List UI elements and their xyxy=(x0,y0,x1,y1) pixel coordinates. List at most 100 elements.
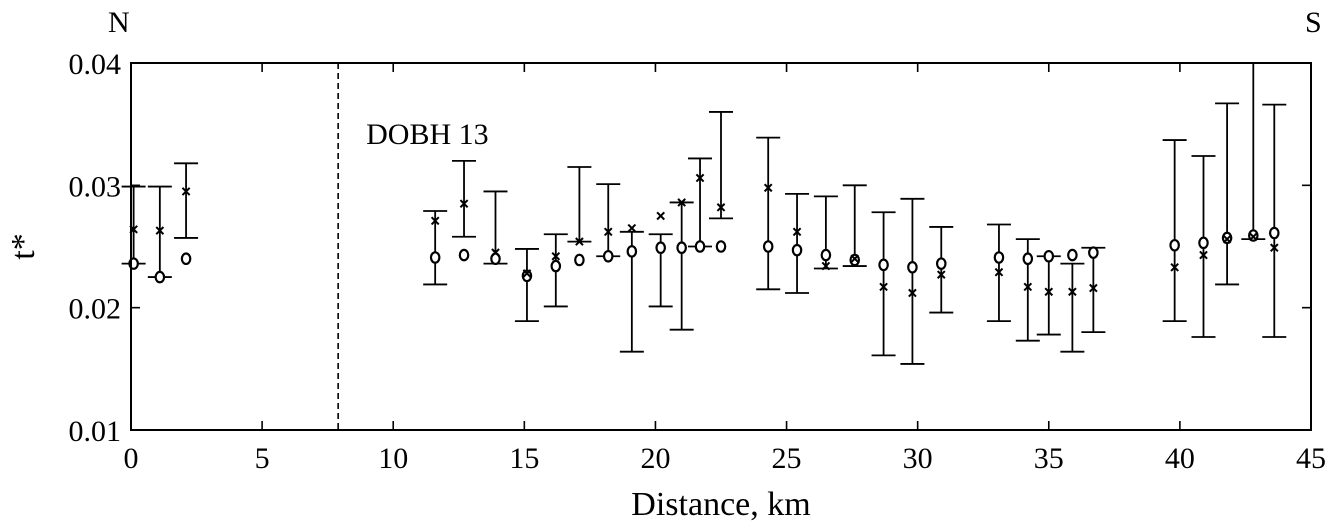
cross-stroke xyxy=(656,211,665,221)
circle-point xyxy=(676,241,687,255)
x-tick-label: 5 xyxy=(255,442,270,475)
cross-stroke xyxy=(908,288,917,298)
circle-point xyxy=(878,258,889,272)
circle-point xyxy=(1169,238,1180,252)
cross-point xyxy=(1068,287,1077,297)
dobh-annotation: DOBH 13 xyxy=(366,118,489,151)
cross-point xyxy=(677,198,686,207)
cross-point xyxy=(879,282,888,292)
cross-stroke xyxy=(551,251,561,261)
circle-point xyxy=(1022,252,1034,266)
cross-stroke xyxy=(677,198,686,207)
cross-point xyxy=(575,237,584,246)
x-tick-label: 20 xyxy=(640,442,670,475)
x-tick-label: 45 xyxy=(1296,442,1326,475)
cross-stroke xyxy=(792,227,802,237)
cross-stroke xyxy=(821,261,831,271)
cross-stroke xyxy=(994,267,1004,277)
circle-point xyxy=(521,269,533,283)
circle-point xyxy=(1268,226,1280,240)
cross-point xyxy=(1023,282,1033,292)
circle-point xyxy=(458,248,470,262)
cross-stroke xyxy=(603,227,613,237)
cross-stroke xyxy=(695,173,705,183)
cross-point xyxy=(792,227,802,237)
circle-point xyxy=(1198,236,1209,250)
cross-point xyxy=(1199,250,1208,260)
cross-point xyxy=(155,226,165,235)
axis-ticks: 0 5 10 15 20 25 30 35 40 45 0.01 0.02 0.03 0.04 xyxy=(69,48,1327,475)
cross-point xyxy=(1089,283,1098,293)
y-tick-label: 0.02 xyxy=(69,293,122,326)
circle-point xyxy=(935,257,947,270)
cross-stroke xyxy=(1044,287,1054,297)
cross-point xyxy=(936,270,946,279)
cross-stroke xyxy=(936,270,946,279)
cross-stroke xyxy=(1199,250,1208,260)
cross-point xyxy=(1222,234,1232,244)
cross-point xyxy=(459,199,469,208)
cross-stroke xyxy=(627,223,637,233)
cross-point xyxy=(551,251,561,261)
plot-frame xyxy=(130,62,1312,431)
x-tick-label: 25 xyxy=(772,442,802,475)
circle-point xyxy=(715,240,727,253)
cross-stroke xyxy=(522,269,532,278)
x-tick-label: 35 xyxy=(1034,442,1064,475)
cross-stroke xyxy=(879,282,888,292)
y-tick-label: 0.03 xyxy=(69,170,122,203)
circle-point xyxy=(820,248,832,262)
x-tick-label: 15 xyxy=(509,442,539,475)
circle-point xyxy=(626,245,638,258)
cross-point xyxy=(1044,287,1054,297)
x-tick-label: 10 xyxy=(378,442,408,475)
cross-stroke xyxy=(1269,243,1279,253)
cross-point xyxy=(1269,243,1279,253)
south-label: S xyxy=(1305,6,1322,39)
circle-point xyxy=(429,251,441,264)
circle-point xyxy=(1088,246,1099,259)
cross-point xyxy=(1170,262,1179,272)
cross-stroke xyxy=(1023,282,1033,292)
cross-stroke xyxy=(763,183,773,193)
circle-point xyxy=(550,259,562,273)
circle-point xyxy=(602,249,614,263)
cross-point xyxy=(994,267,1004,277)
cross-stroke xyxy=(850,254,860,264)
cross-stroke xyxy=(181,187,191,196)
cross-point xyxy=(430,216,440,226)
circle-point xyxy=(154,270,166,284)
cross-point xyxy=(821,261,831,271)
circle-point xyxy=(907,260,918,274)
circle-point xyxy=(1067,248,1078,262)
cross-stroke xyxy=(575,237,584,246)
cross-stroke xyxy=(1249,232,1258,242)
cross-point xyxy=(491,248,500,257)
cross-point xyxy=(850,254,860,264)
x-tick-label: 40 xyxy=(1165,442,1195,475)
cross-stroke xyxy=(1089,283,1098,293)
cross-point xyxy=(908,288,917,298)
cross-stroke xyxy=(716,203,726,212)
y-tick-label: 0.04 xyxy=(69,48,122,81)
cross-point xyxy=(522,269,532,278)
cross-point xyxy=(656,211,665,221)
circle-point xyxy=(694,240,706,253)
chart-marks xyxy=(121,63,1287,365)
cross-point xyxy=(763,183,773,193)
cross-stroke xyxy=(155,226,165,235)
circle-point xyxy=(762,240,774,253)
cross-stroke xyxy=(430,216,440,226)
cross-stroke xyxy=(1068,287,1077,297)
circle-point xyxy=(574,253,585,267)
cross-stroke xyxy=(491,248,500,257)
y-tick-label: 0.01 xyxy=(69,415,122,448)
circle-point xyxy=(1043,249,1055,263)
circle-point xyxy=(791,243,803,257)
cross-point xyxy=(181,187,191,196)
cross-stroke xyxy=(1222,234,1232,244)
cross-point xyxy=(695,173,705,183)
cross-stroke xyxy=(1170,262,1179,272)
circle-point xyxy=(180,252,192,266)
